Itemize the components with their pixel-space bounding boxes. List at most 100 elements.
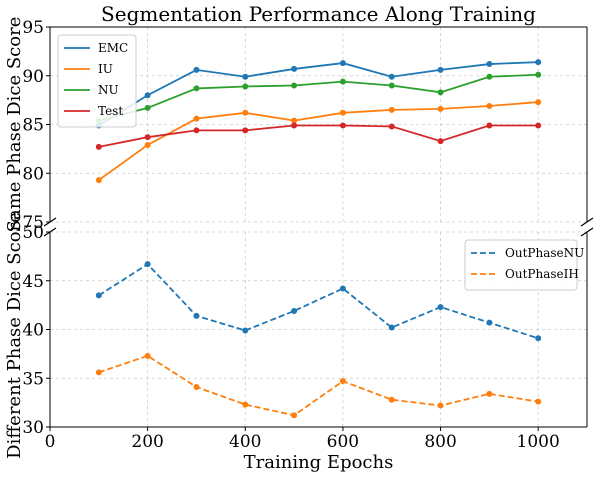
data-point <box>339 122 346 129</box>
y-axis-label: Same Phase Dice Score <box>4 17 25 233</box>
chart-title: Segmentation Performance Along Training <box>101 2 536 26</box>
data-point <box>95 177 102 184</box>
x-tick-label: 600 <box>327 432 359 452</box>
data-point <box>193 384 200 391</box>
y-axis-label: Different Phase Dice Score <box>4 212 25 459</box>
data-point <box>486 390 493 397</box>
data-point <box>437 402 444 409</box>
data-point <box>242 73 249 80</box>
data-point <box>339 78 346 85</box>
legend-label: Test <box>98 104 123 118</box>
legend-label: OutPhaseNU <box>505 246 584 260</box>
data-point <box>388 324 395 331</box>
data-point <box>437 66 444 73</box>
data-point <box>388 123 395 130</box>
series-line <box>98 354 539 417</box>
y-tick-label: 50 <box>22 223 44 243</box>
data-point <box>437 304 444 311</box>
break-mark <box>43 227 57 237</box>
data-point <box>486 122 493 129</box>
data-point <box>291 307 298 314</box>
y-tick-label: 40 <box>22 321 44 341</box>
break-mark <box>580 217 594 227</box>
data-point <box>291 412 298 419</box>
data-point <box>388 82 395 89</box>
x-tick-label: 800 <box>424 432 456 452</box>
data-point <box>193 127 200 134</box>
data-point <box>291 117 298 124</box>
data-point <box>291 82 298 89</box>
series-iu <box>95 99 542 184</box>
data-point <box>535 59 542 66</box>
axis-break-marks <box>43 217 594 237</box>
data-point <box>242 109 249 116</box>
y-tick-label: 35 <box>22 369 44 389</box>
series-line <box>98 101 539 181</box>
data-point <box>144 104 151 111</box>
legend-label: NU <box>98 83 119 97</box>
data-point <box>486 73 493 80</box>
data-point <box>144 134 151 141</box>
y-tick-label: 95 <box>22 18 44 38</box>
data-point <box>95 369 102 376</box>
x-tick-label: 200 <box>131 432 163 452</box>
data-point <box>242 327 249 334</box>
data-point <box>437 89 444 96</box>
legend-box <box>57 34 137 128</box>
x-tick-label: 400 <box>229 432 261 452</box>
data-point <box>535 398 542 405</box>
different-phase-panel: 30 35 40 45 50 0 200 400 600 800 1000 Different Pha… <box>4 212 588 459</box>
data-point <box>388 106 395 113</box>
legend-label: OutPhaseIH <box>505 267 579 281</box>
x-tick-label: 0 <box>45 432 56 452</box>
data-point <box>339 60 346 67</box>
y-tick-label: 75 <box>22 213 44 233</box>
series-outphasenu <box>95 261 542 342</box>
data-point <box>535 99 542 106</box>
legend-label: EMC <box>98 41 128 55</box>
series-line <box>98 124 539 148</box>
data-point <box>144 92 151 99</box>
y-tick-label: 30 <box>22 418 44 438</box>
data-point <box>291 65 298 72</box>
y-tick-label: 90 <box>22 67 44 87</box>
series-emc <box>95 59 542 129</box>
data-point <box>388 396 395 403</box>
series-outphaseih <box>95 352 542 419</box>
data-point <box>339 285 346 292</box>
data-point <box>193 85 200 92</box>
data-point <box>339 109 346 116</box>
series-line <box>98 61 539 127</box>
data-point <box>437 138 444 145</box>
break-mark <box>43 217 57 227</box>
data-point <box>388 73 395 80</box>
data-point <box>291 122 298 129</box>
y-tick-label: 85 <box>22 116 44 136</box>
data-point <box>144 141 151 148</box>
x-axis-label: Training Epochs <box>244 452 394 473</box>
data-point <box>193 115 200 122</box>
y-tick-label: 45 <box>22 272 44 292</box>
data-point <box>193 312 200 319</box>
legend: OutPhaseNU OutPhaseIH <box>464 239 584 291</box>
data-point <box>95 143 102 150</box>
data-point <box>339 378 346 385</box>
series-line <box>98 73 539 122</box>
y-tick-label: 80 <box>22 164 44 184</box>
legend: EMC IU NU Test <box>57 34 137 128</box>
data-point <box>242 127 249 134</box>
data-point <box>95 292 102 299</box>
data-point <box>242 83 249 90</box>
data-point <box>486 61 493 68</box>
data-point <box>242 401 249 408</box>
data-point <box>193 66 200 73</box>
data-point <box>535 71 542 78</box>
x-tick-label: 1000 <box>517 432 560 452</box>
data-point <box>535 335 542 342</box>
data-point <box>144 261 151 268</box>
data-point <box>144 352 151 359</box>
series-test <box>95 122 542 150</box>
